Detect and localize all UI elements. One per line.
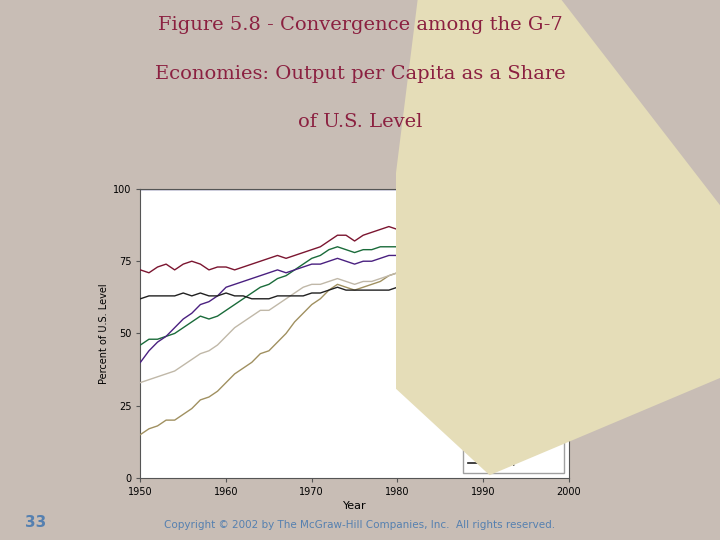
Text: of U.S. Level: of U.S. Level: [298, 113, 422, 131]
X-axis label: Year: Year: [343, 501, 366, 511]
Text: Economies: Output per Capita as a Share: Economies: Output per Capita as a Share: [155, 65, 565, 83]
Text: 33: 33: [25, 515, 47, 530]
Legend: Canada, United States, Japan, France, Germany (West), Italy, Britain: Canada, United States, Japan, France, Ge…: [462, 386, 564, 474]
Polygon shape: [396, 0, 720, 475]
Y-axis label: Percent of U.S. Level: Percent of U.S. Level: [99, 283, 109, 384]
Text: Copyright © 2002 by The McGraw-Hill Companies, Inc.  All rights reserved.: Copyright © 2002 by The McGraw-Hill Comp…: [164, 520, 556, 530]
Text: Figure 5.8 - Convergence among the G-7: Figure 5.8 - Convergence among the G-7: [158, 16, 562, 34]
